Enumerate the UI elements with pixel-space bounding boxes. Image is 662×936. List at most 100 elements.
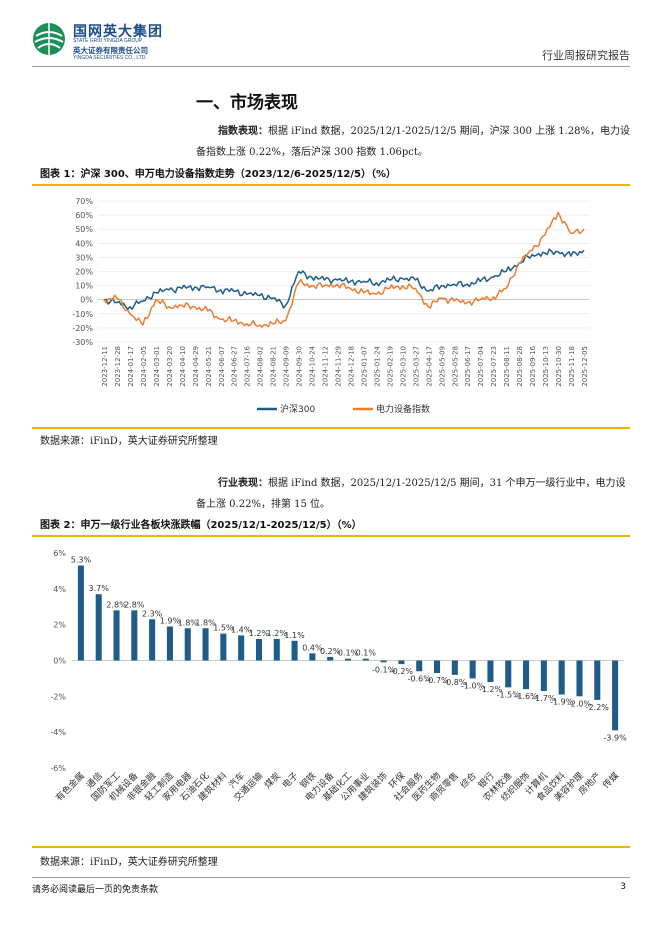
value-label: -0.2% [390, 667, 414, 676]
x-tick-label: 2024-05-21 [205, 346, 213, 387]
legend-label: 电力设备指数 [376, 403, 430, 415]
series-line-hs300 [103, 248, 585, 310]
value-label: 2.3% [142, 609, 163, 618]
y-tick-label: 70% [75, 197, 93, 206]
x-tick-label: 2023-12-28 [114, 346, 122, 387]
value-label: 1.4% [231, 625, 252, 634]
value-label: 0.1% [356, 649, 377, 658]
y-tick-label: 30% [75, 253, 93, 262]
x-tick-label: 2025-01-24 [373, 345, 381, 386]
y-tick-label: 40% [75, 239, 93, 248]
page-number: 3 [620, 882, 626, 892]
bar [505, 660, 512, 688]
figure2-source: 数据来源：iFinD，英大证券研究所整理 [40, 857, 218, 868]
x-tick-label: 2024-10-24 [309, 345, 317, 386]
bar [434, 660, 441, 674]
y-tick-label: -10% [72, 310, 93, 319]
y-tick-label: 20% [75, 268, 93, 277]
bar [95, 594, 102, 661]
x-tick-label: 2024-06-07 [218, 346, 226, 387]
x-tick-label: 2024-11-12 [322, 346, 330, 387]
figure2-top-rule [32, 535, 630, 537]
x-tick-label: 2025-07-04 [477, 345, 485, 386]
y-tick-label: -30% [72, 338, 93, 347]
value-label: 1.1% [284, 631, 305, 640]
y-tick-label: -20% [72, 324, 93, 333]
x-tick-label: 综合 [458, 770, 479, 791]
value-label: -0.7% [425, 676, 449, 685]
x-tick-label: 2024-07-16 [244, 345, 252, 386]
para1-label: 指数表现： [218, 126, 268, 137]
index-performance-paragraph: 指数表现：根据 iFind 数据，2025/12/1-2025/12/5 期间，… [196, 121, 634, 163]
x-tick-label: 2025-02-19 [386, 346, 394, 387]
value-label: 1.8% [195, 618, 216, 627]
x-tick-label: 2024-02-05 [140, 346, 148, 387]
x-tick-label: 2025-05-09 [438, 346, 446, 387]
bar [113, 610, 120, 661]
bar [594, 660, 601, 700]
bar [380, 660, 387, 663]
y-tick-label: 2% [53, 621, 66, 630]
value-label: 2.8% [106, 600, 127, 609]
y-tick-label: 6% [53, 549, 66, 558]
x-tick-label: 2024-09-09 [283, 346, 291, 387]
x-tick-label: 2025-10-30 [555, 346, 563, 387]
x-tick-label: 2024-08-02 [257, 346, 265, 387]
bar [523, 660, 530, 690]
value-label: -0.1% [372, 665, 396, 674]
x-tick-label: 有色金属 [53, 770, 87, 804]
x-tick-label: 2024-11-29 [335, 346, 343, 387]
section-title: 一、市场表现 [196, 93, 298, 113]
series-line-power-equipment [103, 211, 585, 328]
para1-text: 根据 iFind 数据，2025/12/1-2025/12/5 期间，沪深 30… [196, 126, 631, 158]
value-label: 5.3% [71, 556, 92, 565]
x-tick-label: 2023-12-11 [101, 346, 109, 387]
x-tick-label: 2025-09-16 [529, 345, 537, 386]
x-tick-label: 2024-04-29 [192, 346, 200, 387]
value-label: 0.4% [302, 643, 323, 652]
bar [238, 635, 245, 661]
x-tick-label: 2025-03-10 [399, 346, 407, 387]
y-tick-label: -4% [50, 728, 66, 737]
value-label: -0.6% [408, 674, 432, 683]
x-tick-label: 2024-04-10 [179, 346, 187, 387]
yingda-logo [33, 23, 65, 55]
value-label: 1.2% [267, 629, 288, 638]
value-label: -0.8% [443, 678, 467, 687]
para2-label: 行业表现： [218, 478, 268, 489]
x-tick-label: 2025-06-17 [464, 346, 472, 387]
figure1-top-rule [32, 184, 630, 186]
bar [184, 628, 191, 661]
bar [255, 639, 262, 661]
y-tick-label: 0% [80, 296, 93, 305]
value-label: -2.2% [586, 703, 610, 712]
value-label: 1.5% [213, 624, 234, 633]
x-tick-label: 2025-03-27 [412, 346, 420, 387]
header-divider [32, 66, 630, 67]
x-tick-label: 2024-01-17 [127, 346, 135, 387]
x-tick-label: 2024-06-27 [231, 346, 239, 387]
value-label: 0.2% [320, 647, 341, 656]
legend-label: 沪深300 [280, 403, 315, 415]
bar [131, 610, 138, 661]
bar [344, 658, 352, 661]
bar [273, 639, 280, 661]
index-trend-chart: -30% -20% -10% 0% 10% 20% 30% 40% 50% 60% 70% 2023-… [72, 197, 590, 415]
brand-name-en: STATE GRID YINGDA GROUP [73, 38, 143, 44]
x-tick-label: 2025-05-28 [451, 346, 459, 387]
y-tick-label: 0% [53, 657, 66, 666]
bar [220, 633, 227, 661]
bar [291, 640, 298, 661]
figure2-bottom-rule [32, 846, 630, 848]
x-tick-label: 2025-12-05 [581, 346, 589, 387]
x-tick-label: 电子 [279, 770, 300, 791]
value-label: -1.6% [514, 692, 538, 701]
value-label: 3.7% [89, 584, 110, 593]
bar [612, 660, 619, 731]
company-name-en: YINGDA SECURITIES CO., LTD. [73, 55, 147, 61]
footer-divider [32, 877, 630, 878]
bar [149, 619, 156, 661]
value-label: -1.9% [550, 698, 574, 707]
x-tick-label: 2024-03-01 [153, 346, 161, 387]
bar [309, 653, 316, 661]
